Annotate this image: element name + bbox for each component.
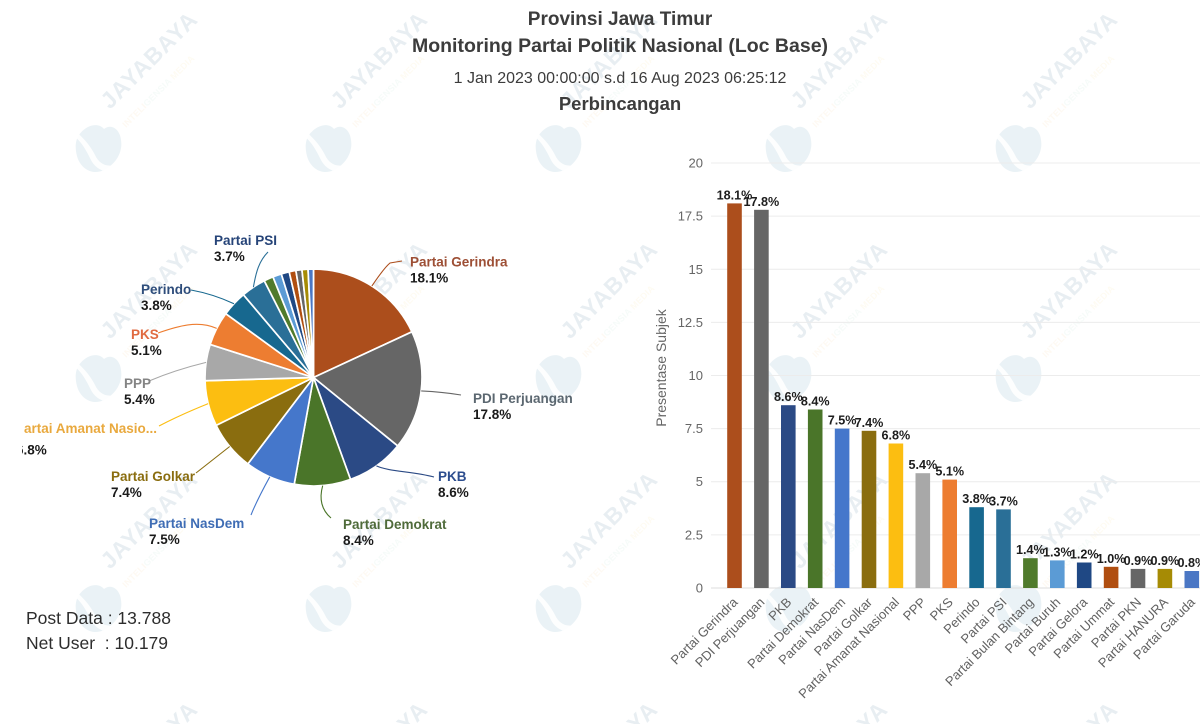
svg-text:8.6%: 8.6% — [774, 390, 803, 404]
svg-text:Partai Gerindra: Partai Gerindra — [410, 255, 508, 270]
svg-text:Monitoring Partai Politik Nasi: Monitoring Partai Politik Nasional (Loc … — [412, 35, 828, 57]
svg-text:8.6%: 8.6% — [438, 485, 469, 500]
svg-text:6.8%: 6.8% — [882, 429, 911, 443]
svg-text:0.9%: 0.9% — [1151, 554, 1180, 568]
svg-text:17.5: 17.5 — [678, 209, 703, 224]
svg-text:Net User : 10.179: Net User : 10.179 — [26, 633, 168, 653]
svg-text:1.2%: 1.2% — [1070, 548, 1099, 562]
svg-text:7.5%: 7.5% — [149, 532, 180, 547]
svg-text:1 Jan 2023 00:00:00 s.d 16 Aug: 1 Jan 2023 00:00:00 s.d 16 Aug 2023 06:2… — [454, 70, 787, 87]
svg-text:8.4%: 8.4% — [343, 533, 374, 548]
svg-text:PPP: PPP — [124, 376, 151, 391]
svg-text:5.1%: 5.1% — [131, 343, 162, 358]
svg-text:20: 20 — [689, 156, 703, 171]
svg-text:PPP: PPP — [900, 595, 929, 624]
svg-text:5.4%: 5.4% — [908, 458, 937, 472]
svg-text:artai Amanat Nasio...: artai Amanat Nasio... — [24, 421, 157, 436]
svg-text:18.1%: 18.1% — [410, 271, 448, 286]
svg-text:7.5%: 7.5% — [828, 414, 857, 428]
svg-text:Partai PSI: Partai PSI — [214, 233, 277, 248]
svg-text:7.4%: 7.4% — [111, 485, 142, 500]
svg-text:Perindo: Perindo — [141, 282, 191, 297]
svg-text:10: 10 — [689, 368, 703, 383]
svg-text:12.5: 12.5 — [678, 315, 703, 330]
svg-text:0: 0 — [696, 581, 703, 596]
svg-text:6.8%: 6.8% — [16, 443, 47, 458]
svg-text:3.7%: 3.7% — [214, 249, 245, 264]
svg-text:15: 15 — [689, 262, 703, 277]
svg-text:PDI Perjuangan: PDI Perjuangan — [473, 391, 573, 406]
svg-text:Partai NasDem: Partai NasDem — [149, 516, 244, 531]
svg-text:Perbincangan: Perbincangan — [559, 93, 681, 114]
svg-text:5.4%: 5.4% — [124, 392, 155, 407]
svg-text:1.0%: 1.0% — [1097, 552, 1126, 566]
svg-text:3.8%: 3.8% — [141, 298, 172, 313]
svg-text:5.1%: 5.1% — [935, 465, 964, 479]
svg-text:JAYABAYA: JAYABAYA — [325, 696, 433, 724]
svg-text:5: 5 — [696, 474, 703, 489]
svg-text:18.1%: 18.1% — [717, 188, 753, 202]
svg-text:8.4%: 8.4% — [801, 395, 830, 409]
svg-text:0.9%: 0.9% — [1124, 554, 1153, 568]
svg-text:2.5: 2.5 — [685, 527, 703, 542]
svg-text:PKB: PKB — [438, 469, 467, 484]
svg-text:Presentase Subjek: Presentase Subjek — [653, 308, 669, 427]
svg-text:7.4%: 7.4% — [855, 416, 884, 430]
svg-text:JAYABAYA: JAYABAYA — [95, 696, 203, 724]
svg-text:Provinsi Jawa Timur: Provinsi Jawa Timur — [528, 9, 713, 30]
svg-text:7.5: 7.5 — [685, 421, 703, 436]
svg-text:JAYABAYA: JAYABAYA — [1015, 696, 1123, 724]
svg-text:Partai Demokrat: Partai Demokrat — [343, 517, 447, 532]
svg-text:0.8%: 0.8% — [1177, 556, 1200, 570]
svg-text:1.3%: 1.3% — [1043, 545, 1072, 559]
svg-text:3.7%: 3.7% — [989, 494, 1018, 508]
svg-text:Post Data : 13.788: Post Data : 13.788 — [26, 608, 171, 628]
svg-text:17.8%: 17.8% — [473, 407, 511, 422]
svg-text:JAYABAYA: JAYABAYA — [785, 696, 893, 724]
svg-text:JAYABAYA: JAYABAYA — [555, 696, 663, 724]
svg-text:17.8%: 17.8% — [744, 195, 780, 209]
svg-text:Partai Golkar: Partai Golkar — [111, 469, 196, 484]
svg-text:1.4%: 1.4% — [1016, 543, 1045, 557]
svg-text:PKS: PKS — [131, 327, 159, 342]
svg-text:3.8%: 3.8% — [962, 492, 991, 506]
